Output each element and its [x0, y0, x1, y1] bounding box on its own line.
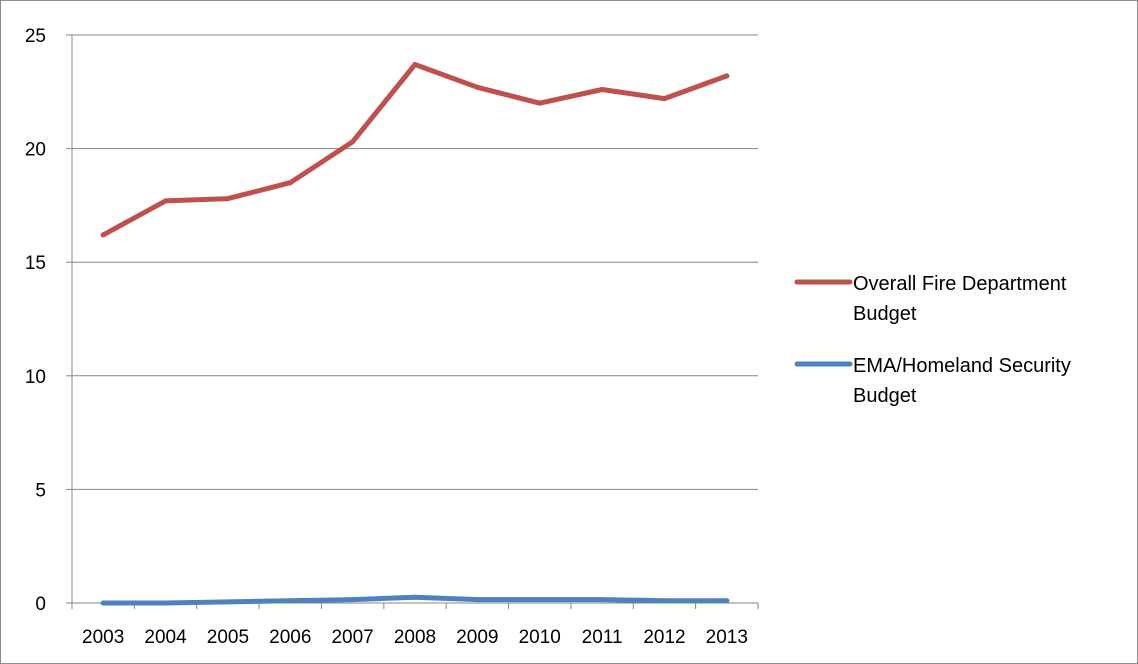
- data-point: [100, 600, 106, 606]
- data-point: [163, 600, 169, 606]
- data-point: [287, 598, 293, 604]
- data-point: [661, 598, 667, 604]
- y-axis-tick-labels: 0 5 10 15 20 25: [25, 26, 46, 615]
- data-point: [599, 597, 605, 603]
- y-tick-label: 5: [35, 480, 46, 501]
- data-point: [661, 96, 667, 102]
- x-tick-label: 2012: [643, 627, 685, 648]
- data-point: [474, 597, 480, 603]
- legend-label: EMA/Homeland Security: [853, 355, 1071, 377]
- data-point: [412, 62, 418, 68]
- x-tick-label: 2010: [519, 627, 561, 648]
- data-point: [163, 198, 169, 204]
- data-point: [599, 87, 605, 93]
- legend-label: Overall Fire Department: [853, 273, 1067, 295]
- legend-item: Overall Fire Department Budget: [794, 273, 1067, 325]
- series-line-0: [100, 62, 730, 238]
- data-point: [350, 139, 356, 145]
- legend-item: EMA/Homeland Security Budget: [794, 355, 1071, 407]
- x-tick-label: 2005: [207, 627, 249, 648]
- x-tick-label: 2013: [706, 627, 748, 648]
- y-tick-label: 25: [25, 26, 46, 47]
- y-tick-label: 10: [25, 367, 46, 388]
- data-point: [412, 594, 418, 600]
- y-tick-label: 0: [35, 594, 46, 615]
- x-tick-label: 2011: [582, 627, 623, 648]
- data-point: [537, 100, 543, 106]
- series-lines: [100, 62, 730, 606]
- x-tick-label: 2009: [456, 627, 498, 648]
- x-axis-tick-labels: 2003 2004 2005 2006 2007 2008 2009 2010 2011 2012…: [82, 627, 748, 648]
- y-tick-label: 20: [25, 140, 46, 161]
- x-tick-label: 2006: [269, 627, 311, 648]
- data-point: [225, 599, 231, 605]
- data-point: [225, 196, 231, 202]
- data-point: [474, 84, 480, 90]
- x-tick-label: 2004: [144, 627, 187, 648]
- data-point: [287, 180, 293, 186]
- data-point: [537, 597, 543, 603]
- data-point: [350, 597, 356, 603]
- x-tick-label: 2003: [82, 627, 124, 648]
- legend-label: Budget: [853, 385, 917, 407]
- x-tick-label: 2007: [331, 627, 373, 648]
- legend: Overall Fire DepartmentBudgetEMA/Homelan…: [794, 273, 1071, 407]
- data-point: [100, 232, 106, 238]
- y-tick-label: 15: [25, 253, 46, 274]
- axes: [66, 34, 759, 609]
- legend-label: Budget: [853, 303, 917, 325]
- data-point: [724, 598, 730, 604]
- x-tick-label: 2008: [394, 627, 436, 648]
- gridlines: [72, 34, 758, 490]
- data-point: [724, 73, 730, 79]
